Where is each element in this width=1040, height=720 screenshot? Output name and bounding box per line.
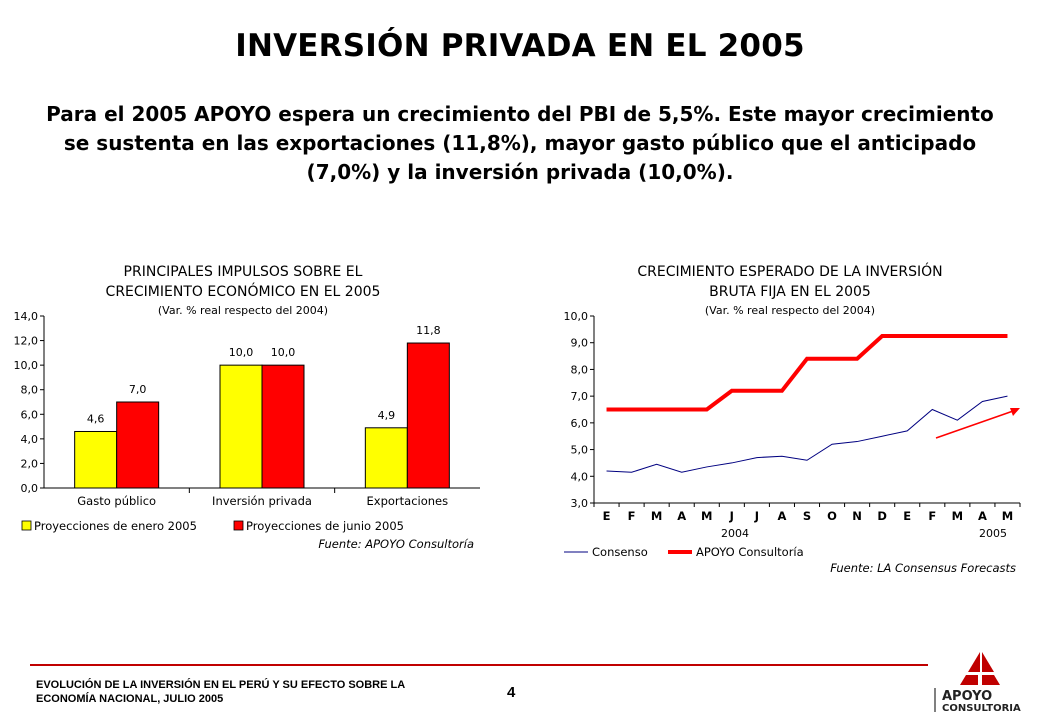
y-tick-label: 4,0 <box>571 470 589 483</box>
x-month-label: J <box>729 509 734 523</box>
chart1-title-line3: (Var. % real respecto del 2004) <box>158 304 328 317</box>
footer-divider <box>30 664 928 666</box>
chart1-title-line2: CRECIMIENTO ECONÓMICO EN EL 2005 <box>106 282 381 300</box>
y-tick-label: 10,0 <box>564 310 589 323</box>
x-category-label: Exportaciones <box>367 494 449 508</box>
legend-label-junio: Proyecciones de junio 2005 <box>246 519 404 533</box>
year-label-2005: 2005 <box>979 527 1007 540</box>
chart2-source: Fuente: LA Consensus Forecasts <box>830 561 1016 575</box>
footer-caption: EVOLUCIÓN DE LA INVERSIÓN EN EL PERÚ Y S… <box>36 678 405 706</box>
trend-arrow <box>935 409 1017 439</box>
page-title: INVERSIÓN PRIVADA EN EL 2005 <box>235 28 805 64</box>
y-tick-label: 6,0 <box>571 417 589 430</box>
bar <box>219 364 263 489</box>
x-category-label: Inversión privada <box>212 494 312 508</box>
legend-label-consenso: Consenso <box>592 545 648 559</box>
bar-chart-impulsos: PRINCIPALES IMPULSOS SOBRE EL CRECIMIENT… <box>14 264 480 551</box>
x-month-label: M <box>1002 509 1013 523</box>
x-month-label: D <box>877 509 887 523</box>
y-tick-label: 2,0 <box>21 457 39 470</box>
x-month-label: F <box>628 509 636 523</box>
bar <box>406 342 450 489</box>
x-month-label: S <box>803 509 811 523</box>
bar-data-label: 10,0 <box>229 346 254 359</box>
y-tick-label: 4,0 <box>21 433 39 446</box>
bar-data-label: 4,6 <box>87 412 105 425</box>
chart2-title-line2: BRUTA FIJA EN EL 2005 <box>709 284 871 300</box>
legend-label-apoyo: APOYO Consultoría <box>696 545 804 559</box>
y-tick-label: 8,0 <box>571 363 589 376</box>
bar <box>261 364 305 489</box>
bar-data-label: 10,0 <box>271 346 296 359</box>
x-month-label: O <box>827 509 837 523</box>
page-number: 4 <box>507 684 516 701</box>
x-month-label: M <box>701 509 712 523</box>
page-subtitle: Para el 2005 APOYO espera un crecimiento… <box>46 102 994 184</box>
footer-caption-line1: EVOLUCIÓN DE LA INVERSIÓN EN EL PERÚ Y S… <box>36 679 406 691</box>
x-month-label: A <box>677 509 686 523</box>
x-month-label: E <box>903 509 911 523</box>
apoyo-logo: APOYO CONSULTORIA <box>934 652 1021 714</box>
logo-mark <box>960 652 1000 685</box>
bar-data-label: 11,8 <box>416 324 441 337</box>
series-line-consenso <box>606 395 1008 473</box>
bar <box>364 427 408 489</box>
x-month-label: N <box>852 509 862 523</box>
x-month-label: A <box>978 509 987 523</box>
trend-arrowhead <box>1010 408 1020 416</box>
year-label-2004: 2004 <box>721 527 749 540</box>
chart2-title-line1: CRECIMIENTO ESPERADO DE LA INVERSIÓN <box>637 262 942 280</box>
series-line-apoyo <box>606 334 1008 412</box>
chart1-title-line1: PRINCIPALES IMPULSOS SOBRE EL <box>124 264 363 280</box>
x-month-label: F <box>928 509 936 523</box>
y-tick-label: 12,0 <box>14 335 39 348</box>
y-tick-label: 8,0 <box>21 384 39 397</box>
y-tick-label: 14,0 <box>14 310 39 323</box>
x-category-label: Gasto público <box>77 494 156 508</box>
y-tick-label: 6,0 <box>21 408 39 421</box>
y-tick-label: 7,0 <box>571 390 589 403</box>
logo-text-consultoria: CONSULTORIA <box>942 703 1021 714</box>
x-month-label: J <box>754 509 759 523</box>
bar <box>74 430 118 489</box>
bar-data-label: 7,0 <box>129 383 147 396</box>
legend-swatch-junio <box>233 520 244 531</box>
y-tick-label: 3,0 <box>571 497 589 510</box>
legend-swatch-enero <box>21 520 32 531</box>
footer-caption-line2: ECONOMÍA NACIONAL, JULIO 2005 <box>36 693 224 705</box>
x-month-label: A <box>777 509 786 523</box>
y-tick-label: 9,0 <box>571 337 589 350</box>
chart1-source: Fuente: APOYO Consultoría <box>318 537 474 551</box>
chart2-title-line3: (Var. % real respecto del 2004) <box>705 304 875 317</box>
y-tick-label: 10,0 <box>14 359 39 372</box>
bar <box>116 401 160 489</box>
bar-data-label: 4,9 <box>378 409 396 422</box>
y-tick-label: 5,0 <box>571 444 589 457</box>
x-month-label: M <box>952 509 963 523</box>
legend-label-enero: Proyecciones de enero 2005 <box>34 519 197 533</box>
x-month-label: E <box>603 509 611 523</box>
line-chart-inversion: CRECIMIENTO ESPERADO DE LA INVERSIÓN BRU… <box>564 262 1021 575</box>
logo-text-apoyo: APOYO <box>942 689 992 704</box>
x-month-label: M <box>651 509 662 523</box>
y-tick-label: 0,0 <box>21 482 39 495</box>
